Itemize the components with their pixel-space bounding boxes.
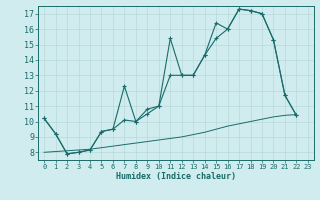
X-axis label: Humidex (Indice chaleur): Humidex (Indice chaleur) bbox=[116, 172, 236, 181]
